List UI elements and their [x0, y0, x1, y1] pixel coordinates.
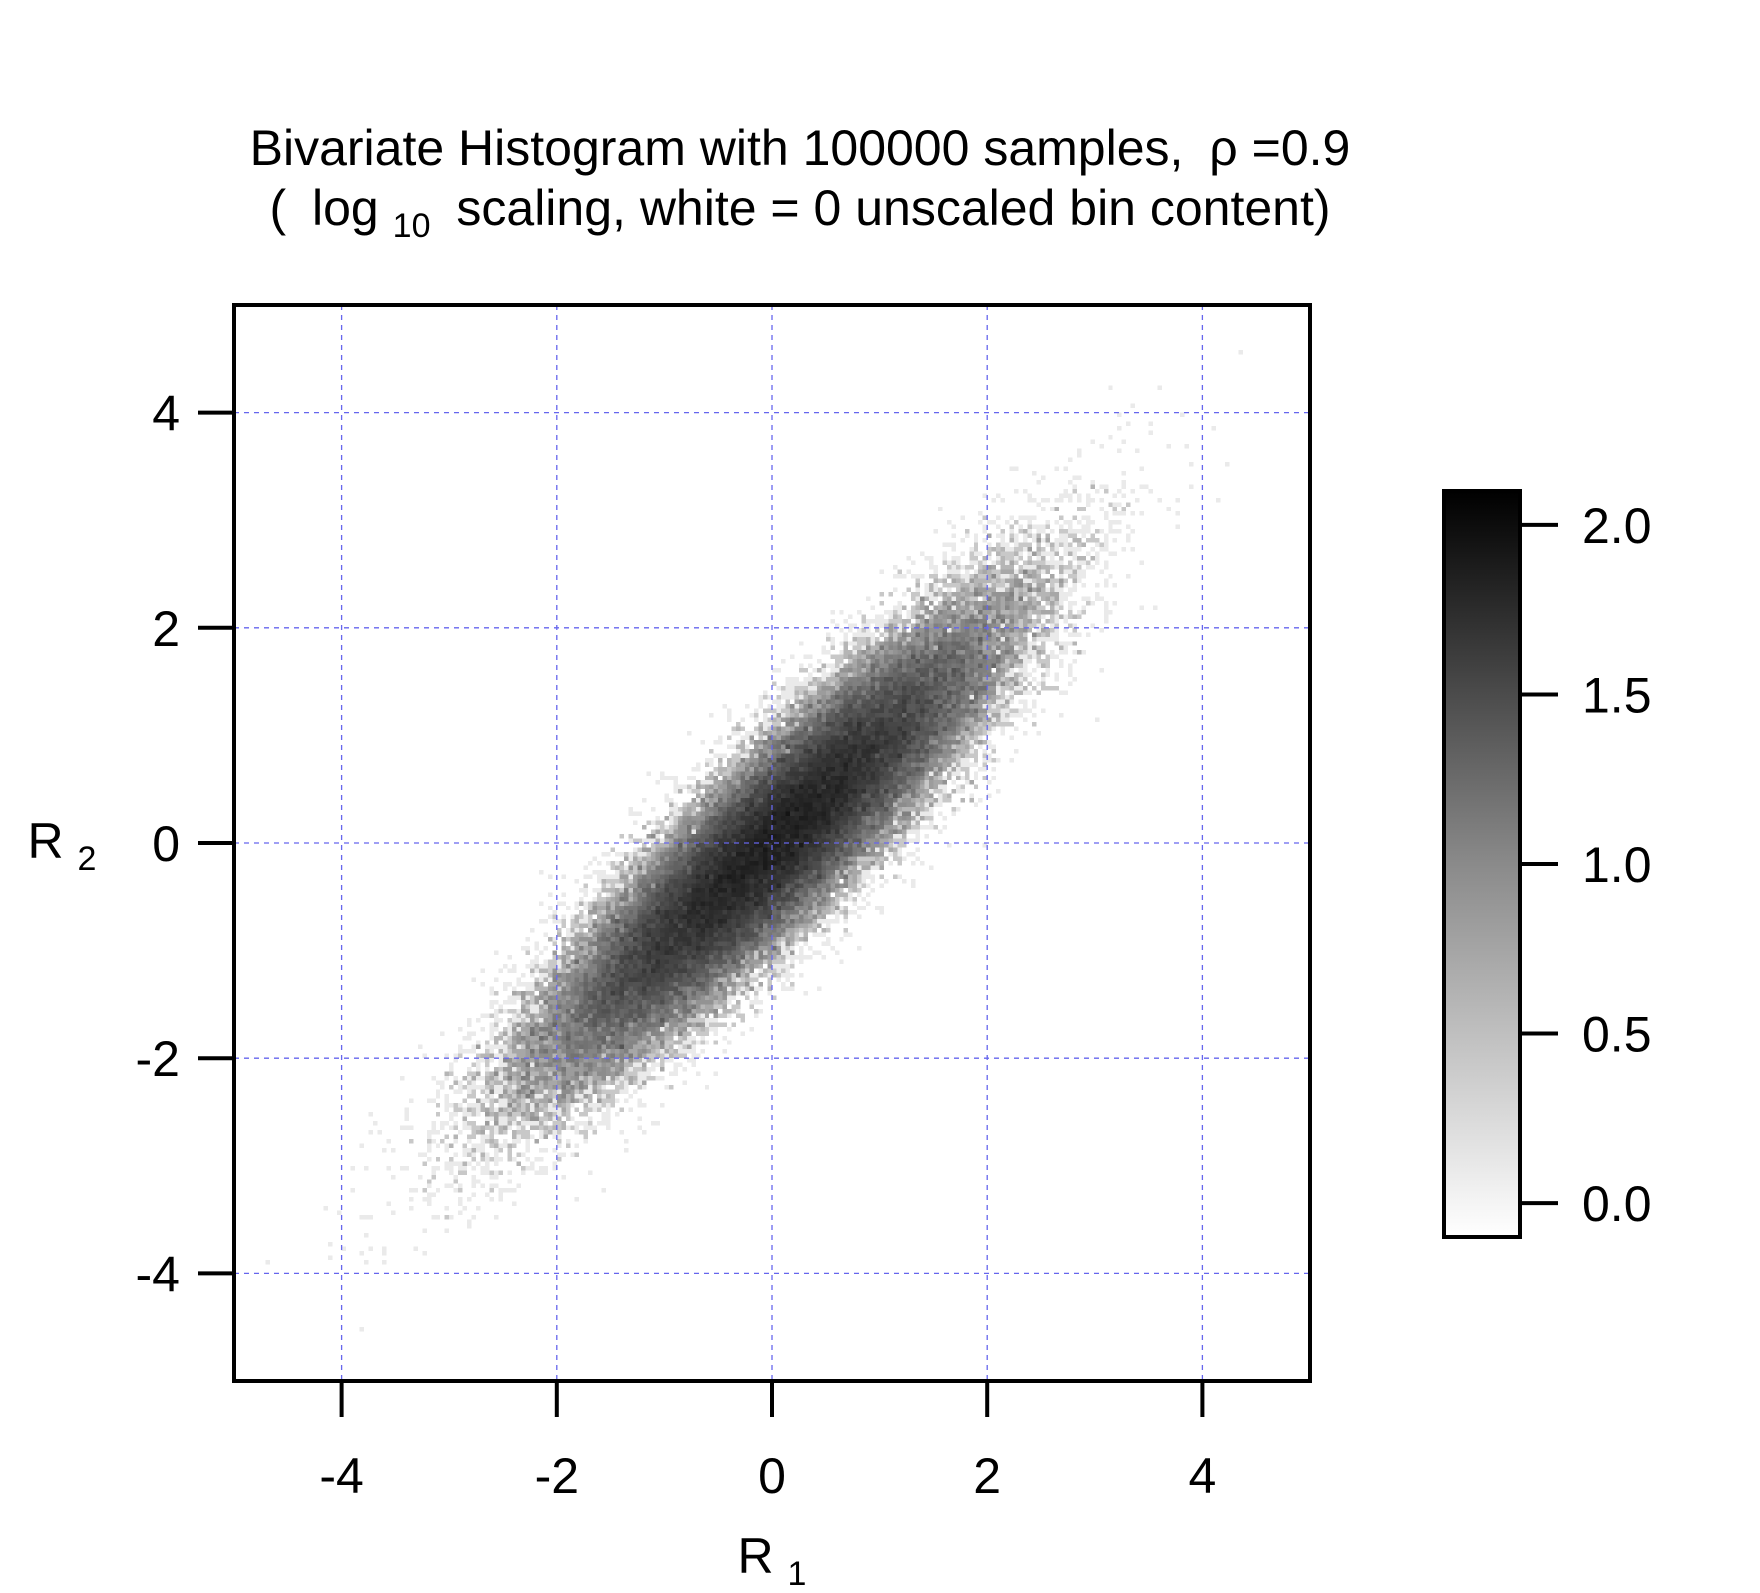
y-axis-label: R 2 [28, 813, 97, 878]
chart-title-line2: ( log 10 scaling, white = 0 unscaled bin… [269, 180, 1330, 248]
colorbar-ticks: 0.0 0.5 1.0 1.5 2.0 [1520, 498, 1652, 1232]
chart-title-line1: Bivariate Histogram with 100000 samples,… [250, 120, 1351, 176]
colorbar-tick-label: 1.5 [1582, 667, 1652, 723]
x-tick-label: -4 [319, 1448, 363, 1504]
heatmap-bins [234, 305, 1310, 1381]
y-axis: -4 -2 0 2 4 [136, 386, 234, 1302]
colorbar-tick-label: 0.0 [1582, 1176, 1652, 1232]
colorbar [1442, 489, 1522, 1239]
x-tick-label: 2 [973, 1448, 1001, 1504]
colorbar-tick-label: 0.5 [1582, 1007, 1652, 1063]
x-tick-label: -2 [535, 1448, 579, 1504]
heatmap-image [234, 305, 1310, 1381]
y-tick-label: -4 [136, 1246, 180, 1302]
y-tick-label: -2 [136, 1031, 180, 1087]
y-tick-label: 0 [152, 816, 180, 872]
x-tick-label: 4 [1188, 1448, 1216, 1504]
x-tick-label: 0 [758, 1448, 786, 1504]
x-axis-label: R 1 [738, 1528, 807, 1593]
colorbar-tick-label: 2.0 [1582, 498, 1652, 554]
colorbar-tick-label: 1.0 [1582, 837, 1652, 893]
y-tick-label: 2 [152, 601, 180, 657]
y-tick-label: 4 [152, 386, 180, 442]
x-axis: -4 -2 0 2 4 [319, 1381, 1216, 1504]
